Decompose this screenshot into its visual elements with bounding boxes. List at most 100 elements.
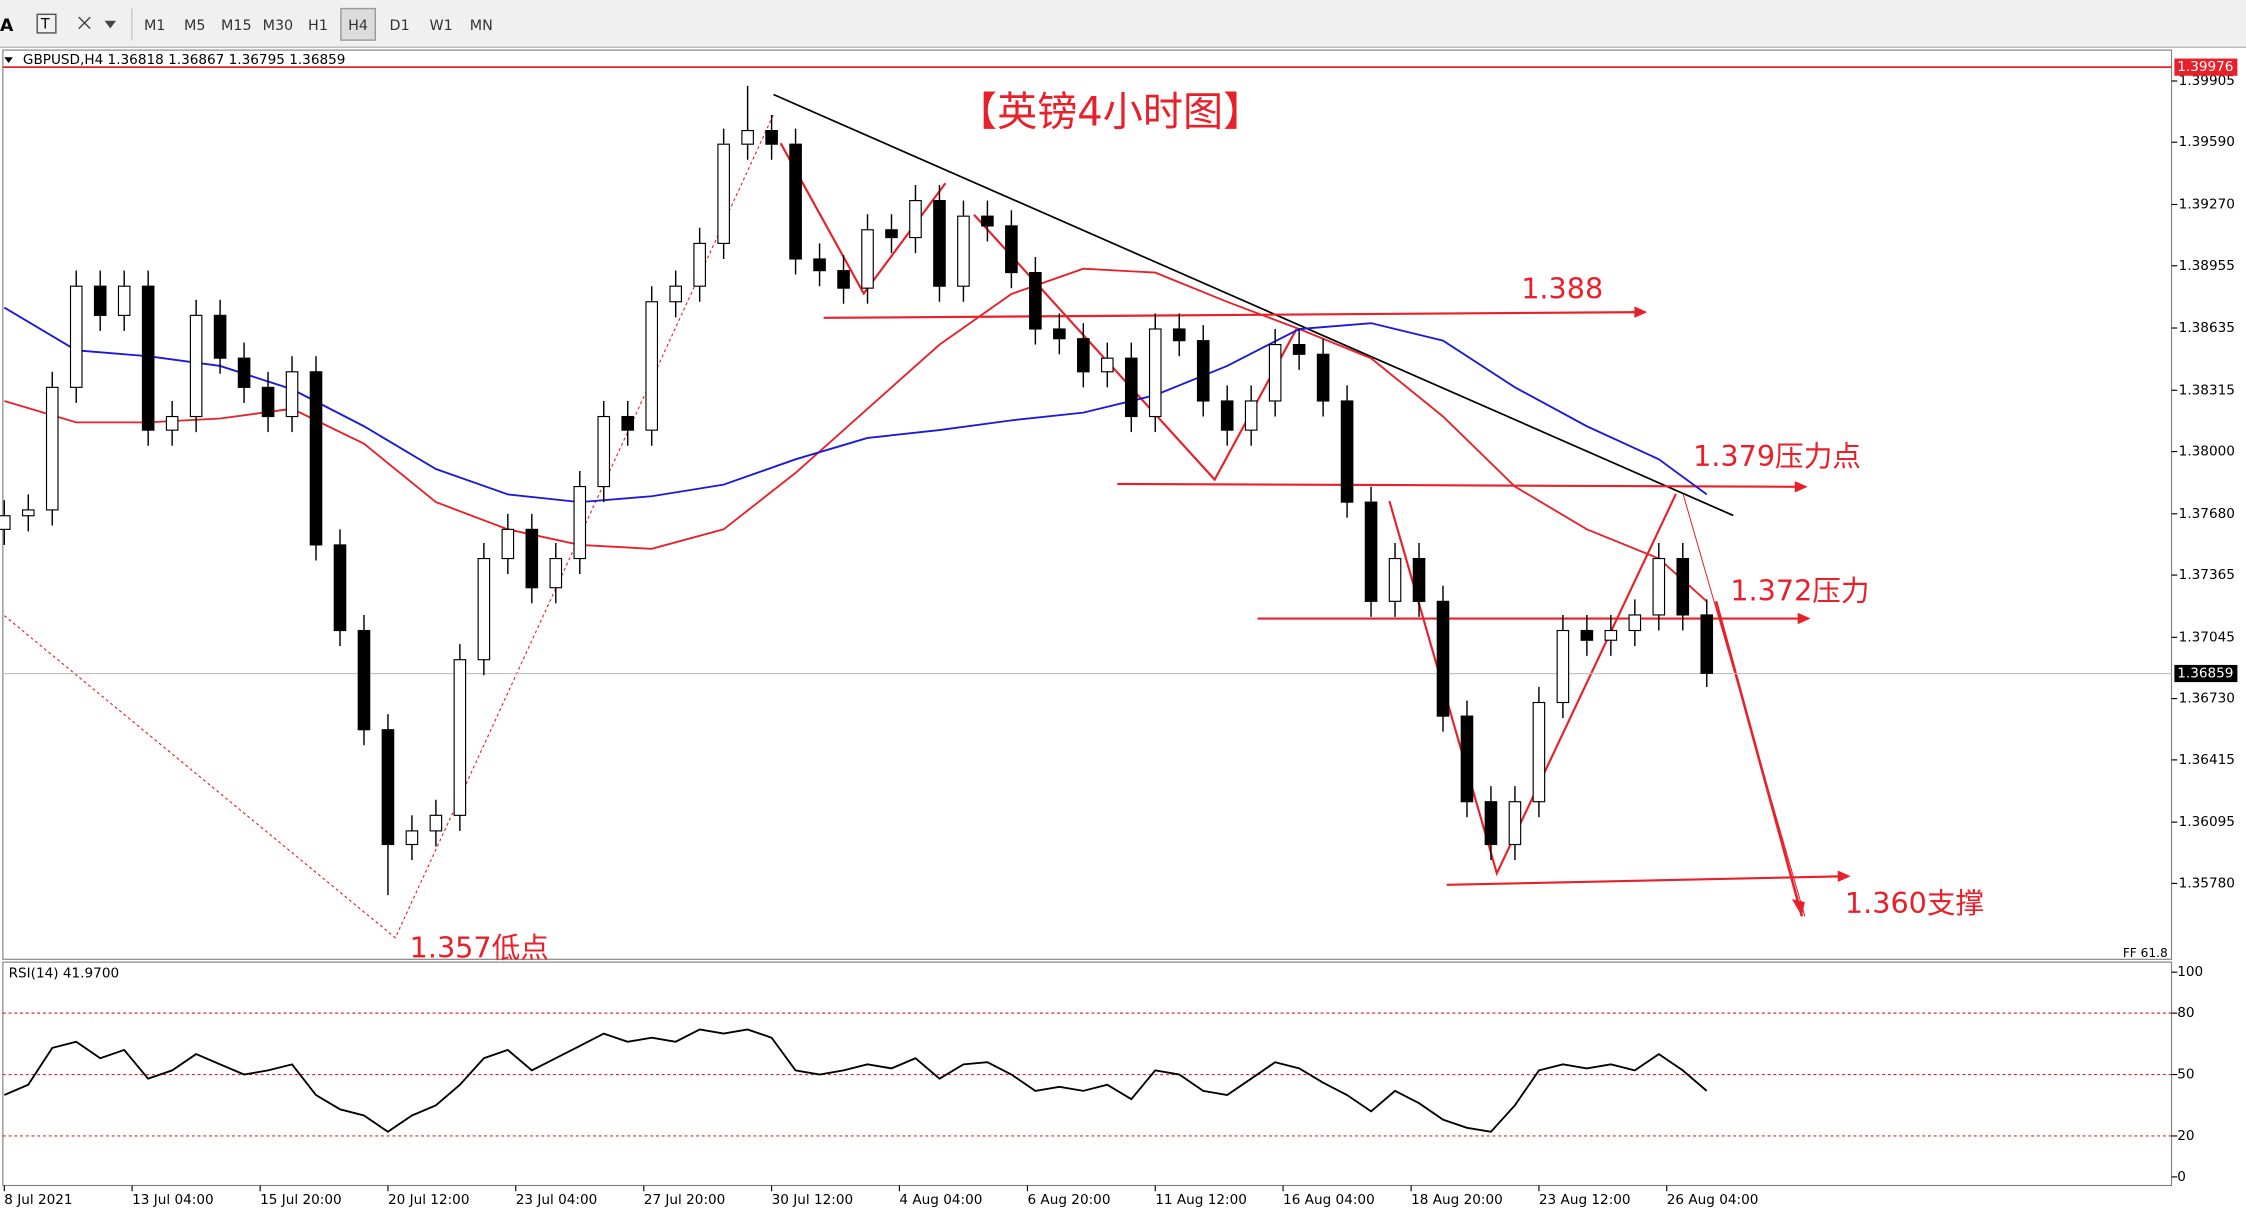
x-tick-label: 27 Jul 20:00 [644, 1192, 726, 1208]
candle-body [693, 242, 706, 287]
timeframe-button[interactable]: W1 [430, 18, 453, 34]
candle-body [1436, 600, 1450, 717]
candle-body [45, 386, 59, 511]
annotation: 1.372压力 [1730, 574, 1869, 608]
x-tick-label: 15 Jul 20:00 [260, 1192, 342, 1208]
x-tick-label: 16 Aug 04:00 [1283, 1192, 1375, 1208]
candle-body [981, 215, 994, 227]
main-panel [2, 49, 2173, 960]
panel-menu-icon[interactable] [4, 57, 13, 63]
timeframe-button[interactable]: M1 [144, 18, 165, 34]
timeframe-button[interactable]: M15 [221, 18, 252, 34]
arrow-tool-icon[interactable] [78, 16, 117, 30]
y-tick-label: 1.35780 [2179, 875, 2235, 891]
candle-body [765, 129, 778, 145]
forecast-arrow [1714, 601, 1804, 917]
zigzag-dotted [3, 114, 775, 939]
rsi-tick-label: 50 [2177, 1067, 2194, 1083]
candle-body [117, 285, 131, 316]
timeframe-button[interactable]: M5 [184, 18, 205, 34]
candle-body [1316, 353, 1330, 402]
candle-body [1196, 340, 1210, 402]
timeframe-button[interactable]: MN [470, 18, 493, 34]
candle-body [453, 659, 467, 816]
timeframe-button[interactable]: H1 [308, 18, 328, 34]
price-tag [2174, 58, 2238, 76]
candle-body [1292, 343, 1306, 355]
candle-body [1148, 328, 1162, 418]
x-tick-label: 18 Aug 20:00 [1411, 1192, 1503, 1208]
candle-body [165, 415, 179, 431]
candle-body [957, 215, 970, 287]
candle-body [1460, 715, 1474, 803]
x-tick-label: 23 Aug 12:00 [1539, 1192, 1631, 1208]
candle-body [621, 415, 635, 431]
y-tick-label: 1.39905 [2179, 73, 2235, 89]
timeframe-button[interactable]: H4 [348, 18, 368, 34]
rsi-line [3, 1028, 1708, 1133]
candle-body [1340, 400, 1354, 503]
candle-body [1484, 801, 1498, 846]
candle-body [1556, 629, 1570, 704]
candle-body [1124, 357, 1138, 418]
candle-body [309, 371, 323, 546]
x-tick-label: 23 Jul 04:00 [516, 1192, 598, 1208]
price-tag [2174, 664, 2238, 683]
y-tick-label: 1.39270 [2179, 196, 2235, 212]
candle-body [261, 386, 275, 418]
candle-body [645, 301, 659, 431]
chart-title: 【英镑4小时图】 [957, 90, 1263, 136]
drawings: 1.388 1.379压力点 1.372压力 1.360支撑 1.357低点 [3, 93, 1984, 964]
timeframe-button[interactable]: M30 [263, 18, 294, 34]
arrow-head [1791, 899, 1805, 917]
y-tick-label: 1.37365 [2179, 567, 2235, 583]
label-tool-icon[interactable] [36, 13, 57, 34]
arrow-head [1794, 481, 1808, 493]
candle-body [1532, 701, 1546, 803]
candle-body [93, 285, 107, 316]
candle-body [1244, 400, 1258, 431]
text-tool-icon[interactable]: A [0, 16, 14, 36]
candle-body [813, 258, 826, 272]
annotation: 1.379压力点 [1693, 439, 1861, 473]
candle-body [1604, 629, 1618, 641]
y-tick-label: 1.38315 [2179, 382, 2235, 398]
rsi-label: RSI(14) 41.9700 [9, 966, 120, 982]
candle-body [1100, 357, 1114, 373]
rsi-panel [2, 961, 2173, 1187]
active-timeframe [340, 7, 377, 41]
y-tick-label: 1.37680 [2179, 506, 2235, 522]
toolbar: A T [0, 0, 2246, 48]
candle-body [597, 415, 611, 488]
candle-body [669, 285, 682, 303]
candle-body [429, 814, 443, 832]
y-tick-label: 1.38635 [2179, 320, 2235, 336]
fib-label: FF 61.8 [2123, 946, 2168, 960]
candle-body [1268, 343, 1282, 402]
candle-body [69, 285, 83, 388]
timeframe-button[interactable]: D1 [390, 18, 410, 34]
candle-body [549, 557, 563, 589]
y-tick-label: 1.37045 [2179, 629, 2235, 645]
rsi-tick-label: 20 [2177, 1128, 2194, 1144]
candle-body [0, 515, 11, 530]
candle-body [141, 285, 155, 431]
candle-body [237, 357, 251, 388]
candle-body [1172, 328, 1186, 342]
rsi-tick-label: 0 [2177, 1169, 2186, 1185]
candle-body [525, 528, 539, 589]
price-tag-label: 1.36859 [2177, 666, 2233, 682]
annotation: 1.360支撑 [1845, 886, 1984, 920]
x-tick-label: 30 Jul 12:00 [772, 1192, 854, 1208]
candle-body [861, 229, 874, 289]
rsi-tick-label: 80 [2177, 1005, 2194, 1021]
candle-body [885, 229, 898, 239]
wave-arrow [1388, 493, 1677, 877]
candle-body [1676, 557, 1690, 616]
candle-body [1628, 614, 1642, 632]
candle-body [285, 371, 299, 418]
arrow-head [1634, 306, 1648, 318]
y-tick-label: 1.36095 [2179, 814, 2235, 830]
